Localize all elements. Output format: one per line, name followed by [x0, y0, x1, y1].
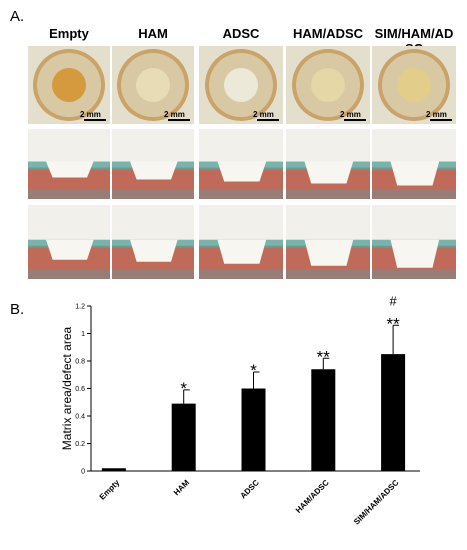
histology-image — [286, 129, 370, 199]
scale-bar — [84, 119, 106, 121]
histology-image — [112, 205, 194, 279]
chart-error-bars — [183, 324, 400, 404]
category-label: Empty — [98, 478, 122, 502]
chart-labels: Empty HAM ADSC HAM/ADSC SIM/HAM/ADSC — [98, 478, 401, 527]
histology-image — [28, 129, 110, 199]
scale-bar — [257, 119, 279, 121]
y-tick-label: 0.4 — [75, 414, 85, 421]
category-label: SIM/HAM/ADSC — [352, 478, 401, 527]
group-label: HAM — [138, 26, 168, 41]
category-label: HAM/ADSC — [294, 478, 331, 515]
scale-bar-label: 2 mm — [253, 110, 274, 119]
dish-photo — [112, 46, 194, 124]
group-label: ADSC — [222, 26, 260, 41]
y-tick-label: 1.2 — [75, 304, 85, 311]
group-label: Empty — [49, 26, 89, 41]
y-tick-label: 0.2 — [75, 441, 85, 448]
dish-photo — [28, 46, 110, 124]
significance-marker: ** — [386, 314, 400, 333]
significance-marker: ** — [317, 347, 331, 366]
panel-b-label: B. — [10, 301, 25, 318]
y-tick-label: 1 — [81, 331, 85, 338]
histology-image — [372, 129, 456, 199]
bar — [311, 369, 336, 471]
scale-bar-label: 2 mm — [426, 110, 447, 119]
significance-marker: * — [250, 361, 257, 380]
histology-image — [372, 205, 456, 279]
group-label: HAM/ADSC — [292, 26, 364, 41]
dish-photo — [372, 46, 456, 124]
bar — [101, 468, 126, 471]
dish-photo — [286, 46, 370, 124]
chart-bars — [101, 354, 406, 471]
histology-image — [199, 205, 283, 279]
histology-image — [286, 205, 370, 279]
bar — [381, 354, 406, 471]
scale-bar — [430, 119, 452, 121]
dish-photo — [199, 46, 283, 124]
y-tick-label: 0.6 — [75, 386, 85, 393]
chart-significance: ******# — [180, 293, 400, 398]
bar — [241, 388, 266, 471]
category-label: ADSC — [239, 478, 262, 501]
scale-bar — [168, 119, 190, 121]
significance-marker: * — [180, 379, 187, 398]
significance-marker: # — [389, 293, 397, 308]
y-axis-title: Matrix area/defect area — [60, 326, 74, 450]
histology-image — [112, 129, 194, 199]
scale-bar — [344, 119, 366, 121]
histology-image — [199, 129, 283, 199]
y-tick-label: 0.8 — [75, 359, 85, 366]
bar — [171, 403, 196, 471]
scale-bar-label: 2 mm — [80, 110, 101, 119]
histology-image — [28, 205, 110, 279]
category-label: HAM — [172, 478, 191, 497]
scale-bar-label: 2 mm — [340, 110, 361, 119]
scale-bar-label: 2 mm — [164, 110, 185, 119]
chart-axes: 0 0.2 0.4 0.6 0.8 1 1.2 Matrix area/defect area — [60, 304, 420, 476]
panel-a-label: A. — [10, 8, 25, 25]
y-tick-label: 0 — [81, 469, 85, 476]
